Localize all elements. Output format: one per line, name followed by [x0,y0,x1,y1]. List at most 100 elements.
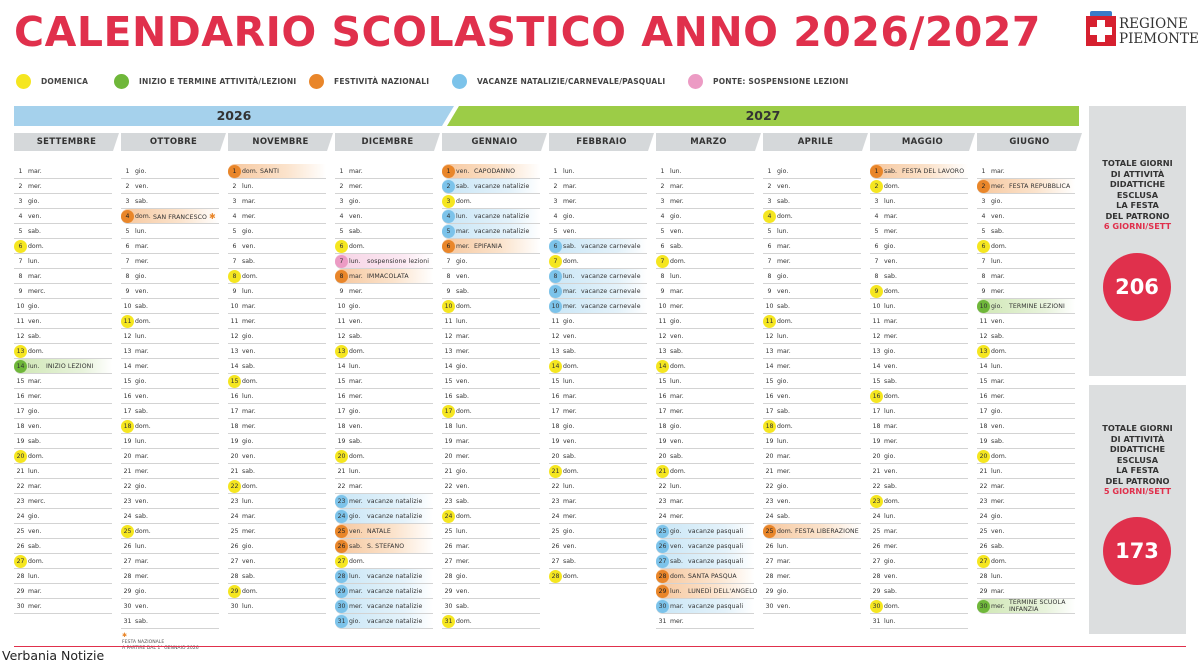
weekday: mer. [242,318,256,325]
day-event-label: CAPODANNO [474,168,516,175]
day-number: 6 [977,240,990,253]
weekday: mer. [135,468,149,475]
weekday: ven. [242,453,256,460]
weekday: mer. [456,348,470,355]
star-icon: ✱ [122,632,128,639]
day-row: 28 dom. [549,569,647,584]
day-row: 3 mer. [656,194,754,209]
day-number: 30 [335,600,348,613]
day-row: 9 mer. [977,284,1075,299]
legend-item-ponte: PONTE: SOSPENSIONE LEZIONI [688,74,848,89]
day-row: 1 ven. CAPODANNO [442,164,540,179]
weekday: sab. [456,393,469,400]
day-number: 18 [230,423,239,430]
day-number: 23 [444,498,453,505]
day-row: 16 mer. [977,389,1075,404]
weekday: ven. [563,228,577,235]
day-number: 15 [16,378,25,385]
day-row: 18 gio. [656,419,754,434]
weekday: mar. [884,528,898,535]
day-row: 22 mar. [977,479,1075,494]
weekday: sab. [28,438,41,445]
day-number: 21 [872,468,881,475]
day-number: 30 [230,603,239,610]
day-number: 31 [658,618,667,625]
legend-item-inizio-termine: INIZIO E TERMINE ATTIVITÀ/LEZIONI [114,74,296,89]
weekday: sab. [563,453,576,460]
weekday: mer. [884,333,898,340]
day-number: 21 [656,465,669,478]
weekday: ven. [563,438,577,445]
day-row: 28 mer. [121,569,219,584]
weekday: gio. [777,168,789,175]
day-number: 26 [444,543,453,550]
day-number: 1 [981,168,986,175]
day-row: 1 lun. [656,164,754,179]
day-row: 25 gio. vacanze pasquali [656,524,754,539]
day-row: 13 mer. [442,344,540,359]
day-number: 10 [123,303,132,310]
legend-label: INIZIO E TERMINE ATTIVITÀ/LEZIONI [139,77,297,86]
weekday: mar. [991,168,1005,175]
day-row: 3 lun. [870,194,968,209]
weekday: mer. [777,573,791,580]
day-number: 13 [765,348,774,355]
day-event-label: FESTA DEL LAVORO [902,168,965,175]
weekday: ven. [991,318,1005,325]
weekday: mer. [135,363,149,370]
day-row: 19 sab. [335,434,433,449]
day-row: 7 gio. [442,254,540,269]
weekday: lun. [242,603,254,610]
day-event: vacanze natalizie [367,585,422,598]
day-number: 2 [442,180,455,193]
weekday: mer. [670,408,684,415]
weekday: ven. [135,183,149,190]
calendar-grid: 1 mar. 2 mer. 3 gio. 4 ven. 5 sab. 6 dom. 7 lun. 8 mar.… [14,164,1079,634]
day-row: 8 mar. IMMACOLATA [335,269,433,284]
weekday: mer. [563,303,577,310]
weekday: mar. [135,453,149,460]
day-row: 17 sab. [121,404,219,419]
weekday: dom. [884,393,900,400]
weekday: mar. [884,213,898,220]
weekday: mar. [456,438,470,445]
weekday: dom. [884,288,900,295]
day-number: 4 [763,210,776,223]
weekday: lun. [563,168,575,175]
day-number: 15 [228,375,241,388]
weekday: sab. [242,468,255,475]
weekday: mar. [28,588,42,595]
day-row: 19 sab. [14,434,112,449]
day-number: 17 [872,408,881,415]
day-row: 21 dom. [549,464,647,479]
day-number: 22 [337,483,346,490]
day-row: 2 sab. vacanze natalizie [442,179,540,194]
weekday: lun. [777,438,789,445]
day-row: 7 mer. [763,254,861,269]
day-row: 1 gio. [121,164,219,179]
day-number: 29 [765,588,774,595]
day-row: 23 mer. vacanze natalizie [335,494,433,509]
weekday: sab. [777,198,790,205]
day-number: 24 [765,513,774,520]
day-row: 23 ven. [763,494,861,509]
day-row: 12 mar. [442,329,540,344]
weekday: ven. [991,213,1005,220]
day-number: 27 [230,558,239,565]
day-row: 4 gio. [656,209,754,224]
day-row: 18 mar. [870,419,968,434]
day-event: FESTA DEL LAVORO [902,165,964,178]
day-number: 9 [549,285,562,298]
star-icon: ✱ [209,212,216,221]
day-event-label: vacanze pasquali [688,603,744,610]
weekday: ven. [670,543,684,550]
day-number: 25 [335,525,348,538]
day-number: 26 [551,543,560,550]
day-row: 29 mar. vacanze natalizie [335,584,433,599]
day-number: 1 [660,168,665,175]
day-row: 21 dom. [656,464,754,479]
day-number: 25 [444,528,453,535]
day-row: 16 mar. [656,389,754,404]
day-number: 23 [870,495,883,508]
day-number: 19 [872,438,881,445]
